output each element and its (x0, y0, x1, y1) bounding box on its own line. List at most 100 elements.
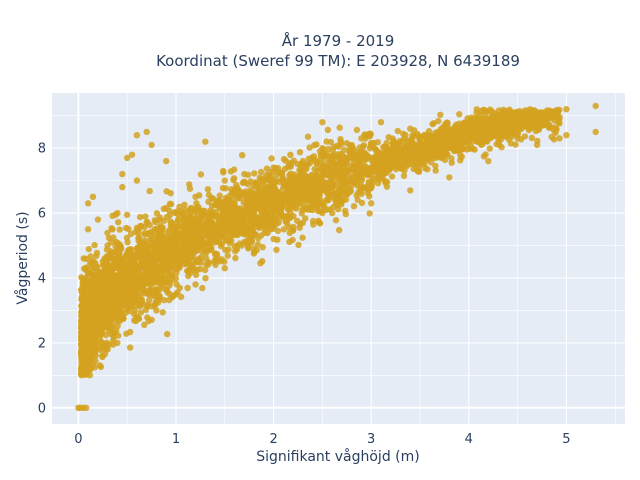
scatter-point (383, 178, 391, 186)
scatter-point (232, 248, 239, 255)
scatter-point (104, 272, 111, 279)
scatter-point (114, 322, 121, 330)
scatter-point (296, 149, 304, 156)
scatter-point (299, 219, 307, 226)
scatter-point (163, 258, 170, 265)
scatter-point (197, 234, 204, 241)
scatter-point (329, 209, 336, 217)
scatter-point (123, 330, 130, 337)
scatter-point (232, 222, 239, 229)
scatter-point (341, 176, 348, 183)
scatter-point (350, 203, 358, 210)
scatter-point (330, 203, 337, 211)
scatter-point (238, 242, 246, 249)
scatter-point (270, 164, 277, 171)
scatter-point (344, 191, 351, 198)
scatter-point (309, 203, 316, 211)
scatter-point (338, 151, 346, 158)
scatter-point (166, 200, 174, 207)
scatter-point (122, 257, 129, 264)
scatter-point (163, 157, 170, 165)
scatter-point (505, 118, 512, 125)
scatter-point (226, 214, 233, 221)
scatter-point (166, 253, 173, 260)
scatter-point (210, 220, 217, 228)
scatter-point (327, 191, 335, 198)
scatter-point (256, 174, 263, 181)
scatter-point (389, 135, 396, 142)
scatter-point (282, 218, 289, 225)
scatter-point (357, 154, 364, 161)
scatter-point (178, 250, 186, 258)
scatter-point (104, 229, 111, 237)
scatter-point (518, 125, 525, 132)
scatter-point (552, 129, 559, 136)
scatter-point (467, 116, 474, 124)
scatter-point (240, 212, 247, 219)
scatter-point (130, 277, 137, 284)
x-tick-label: 5 (562, 432, 570, 447)
scatter-point (281, 165, 289, 173)
scatter-point (202, 266, 209, 274)
y-axis-title: Vågperiod (s) (14, 211, 31, 304)
scatter-point (142, 263, 149, 271)
scatter-point (232, 254, 239, 262)
scatter-point (224, 252, 231, 259)
x-tick-label: 3 (367, 432, 375, 447)
scatter-point (224, 224, 231, 231)
scatter-point (115, 219, 122, 226)
scatter-point (239, 152, 246, 159)
scatter-point (359, 174, 366, 181)
scatter-point (360, 143, 367, 151)
scatter-point (381, 143, 388, 150)
scatter-point (316, 192, 323, 199)
scatter-point (231, 216, 238, 223)
scatter-point (319, 183, 326, 191)
scatter-point (250, 209, 258, 217)
scatter-point (258, 232, 265, 239)
scatter-point (382, 153, 390, 160)
scatter-point (366, 210, 373, 217)
scatter-point (99, 352, 106, 359)
scatter-point (427, 159, 435, 166)
scatter-point (257, 260, 264, 267)
scatter-point (80, 355, 87, 363)
scatter-point (364, 189, 372, 197)
scatter-point (82, 280, 90, 288)
scatter-point (123, 269, 131, 276)
scatter-point (92, 289, 99, 297)
scatter-point (270, 235, 277, 243)
scatter-point (404, 137, 411, 144)
scatter-point (480, 153, 488, 160)
scatter-point (269, 220, 277, 228)
scatter-point (125, 300, 132, 307)
scatter-point (306, 189, 313, 196)
scatter-point (319, 159, 327, 166)
scatter-point (104, 242, 111, 249)
scatter-point (348, 145, 355, 152)
scatter-point (106, 290, 113, 297)
scatter-point (419, 159, 427, 166)
scatter-point (407, 125, 414, 132)
scatter-point (181, 214, 188, 221)
scatter-point (309, 217, 317, 225)
scatter-point (439, 151, 446, 158)
scatter-point (335, 173, 342, 180)
scatter-point (166, 207, 173, 214)
scatter-point (84, 226, 92, 233)
scatter-point (125, 253, 133, 260)
scatter-point (257, 168, 265, 176)
scatter-point (302, 172, 310, 179)
x-tick-label: 1 (172, 432, 180, 447)
scatter-point (402, 131, 409, 139)
scatter-point (78, 328, 86, 335)
scatter-point (221, 177, 228, 184)
scatter-point (407, 187, 414, 194)
scatter-point (114, 339, 121, 347)
chart-title-line1: År 1979 - 2019 (282, 31, 395, 50)
scatter-point (143, 128, 150, 136)
scatter-point (136, 301, 144, 308)
scatter-point (323, 196, 331, 203)
scatter-point (231, 243, 238, 250)
scatter-point (78, 317, 85, 325)
